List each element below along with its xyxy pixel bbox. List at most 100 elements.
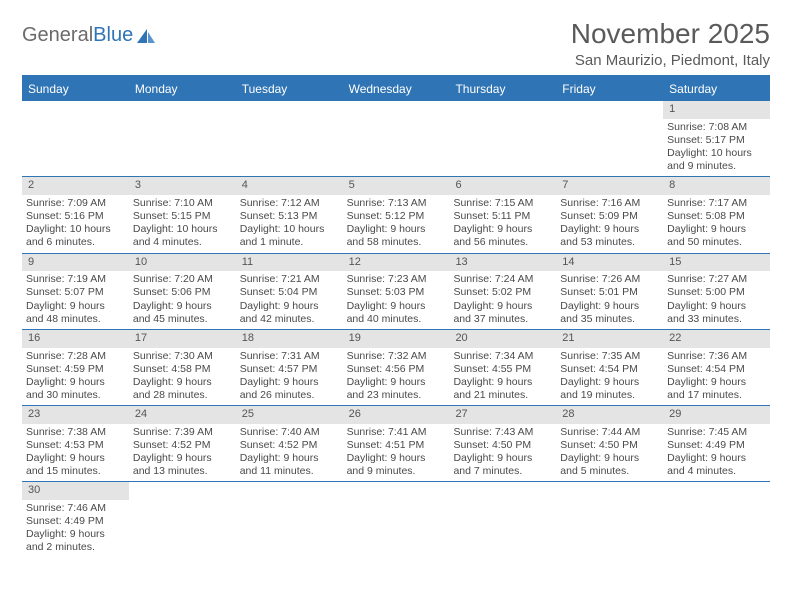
day-cell: 21Sunrise: 7:35 AMSunset: 4:54 PMDayligh… bbox=[556, 330, 663, 405]
week-row: 16Sunrise: 7:28 AMSunset: 4:59 PMDayligh… bbox=[22, 330, 770, 406]
day-cell: 7Sunrise: 7:16 AMSunset: 5:09 PMDaylight… bbox=[556, 177, 663, 252]
daylight-text: Daylight: 9 hours and 13 minutes. bbox=[133, 452, 232, 478]
sunset-text: Sunset: 4:58 PM bbox=[133, 363, 232, 376]
location: San Maurizio, Piedmont, Italy bbox=[571, 52, 770, 69]
day-number: 25 bbox=[236, 406, 343, 424]
day-cell: 15Sunrise: 7:27 AMSunset: 5:00 PMDayligh… bbox=[663, 254, 770, 329]
day-body: Sunrise: 7:13 AMSunset: 5:12 PMDaylight:… bbox=[347, 197, 446, 250]
day-cell: 30 Sunrise: 7:46 AMSunset: 4:49 PMDayligh… bbox=[22, 482, 129, 557]
sunrise-text: Sunrise: 7:13 AM bbox=[347, 197, 446, 210]
week-row: 30 Sunrise: 7:46 AMSunset: 4:49 PMDayligh… bbox=[22, 482, 770, 557]
daylight-text: Daylight: 9 hours and 58 minutes. bbox=[347, 223, 446, 249]
day-cell bbox=[449, 101, 556, 176]
day-cell: 28Sunrise: 7:44 AMSunset: 4:50 PMDayligh… bbox=[556, 406, 663, 481]
daylight-text: Daylight: 9 hours and 4 minutes. bbox=[667, 452, 766, 478]
sunset-text: Sunset: 5:16 PM bbox=[26, 210, 125, 223]
day-body: Sunrise: 7:45 AMSunset: 4:49 PMDaylight:… bbox=[667, 426, 766, 479]
sunset-text: Sunset: 4:52 PM bbox=[133, 439, 232, 452]
day-number: 3 bbox=[129, 177, 236, 195]
logo-gray-text: General bbox=[22, 24, 93, 47]
day-number: 14 bbox=[556, 254, 663, 272]
day-number: 20 bbox=[449, 330, 556, 348]
calendar: SundayMondayTuesdayWednesdayThursdayFrid… bbox=[22, 75, 770, 558]
day-cell: 13Sunrise: 7:24 AMSunset: 5:02 PMDayligh… bbox=[449, 254, 556, 329]
day-cell: 16Sunrise: 7:28 AMSunset: 4:59 PMDayligh… bbox=[22, 330, 129, 405]
sunrise-text: Sunrise: 7:46 AM bbox=[26, 502, 125, 515]
week-row: 23Sunrise: 7:38 AMSunset: 4:53 PMDayligh… bbox=[22, 406, 770, 482]
day-number: 12 bbox=[343, 254, 450, 272]
daylight-text: Daylight: 9 hours and 21 minutes. bbox=[453, 376, 552, 402]
sunrise-text: Sunrise: 7:26 AM bbox=[560, 273, 659, 286]
dow-cell: Wednesday bbox=[343, 77, 450, 101]
daylight-text: Daylight: 9 hours and 15 minutes. bbox=[26, 452, 125, 478]
day-number: 18 bbox=[236, 330, 343, 348]
day-number: 24 bbox=[129, 406, 236, 424]
sunset-text: Sunset: 5:04 PM bbox=[240, 286, 339, 299]
sunset-text: Sunset: 5:03 PM bbox=[347, 286, 446, 299]
day-cell: 18Sunrise: 7:31 AMSunset: 4:57 PMDayligh… bbox=[236, 330, 343, 405]
day-number: 15 bbox=[663, 254, 770, 272]
daylight-text: Daylight: 9 hours and 33 minutes. bbox=[667, 300, 766, 326]
sunrise-text: Sunrise: 7:30 AM bbox=[133, 350, 232, 363]
day-cell bbox=[22, 101, 129, 176]
day-cell bbox=[236, 482, 343, 557]
day-cell: 25Sunrise: 7:40 AMSunset: 4:52 PMDayligh… bbox=[236, 406, 343, 481]
sunrise-text: Sunrise: 7:35 AM bbox=[560, 350, 659, 363]
day-cell: 2 Sunrise: 7:09 AMSunset: 5:16 PMDaylight… bbox=[22, 177, 129, 252]
dow-cell: Friday bbox=[556, 77, 663, 101]
day-cell bbox=[663, 482, 770, 557]
day-cell: 8Sunrise: 7:17 AMSunset: 5:08 PMDaylight… bbox=[663, 177, 770, 252]
sunset-text: Sunset: 5:08 PM bbox=[667, 210, 766, 223]
sunset-text: Sunset: 4:52 PM bbox=[240, 439, 339, 452]
header: GeneralBlue November 2025 San Maurizio, … bbox=[22, 18, 770, 69]
sunset-text: Sunset: 4:57 PM bbox=[240, 363, 339, 376]
day-number: 13 bbox=[449, 254, 556, 272]
sunrise-text: Sunrise: 7:44 AM bbox=[560, 426, 659, 439]
dow-cell: Monday bbox=[129, 77, 236, 101]
day-number: 8 bbox=[663, 177, 770, 195]
day-body: Sunrise: 7:34 AMSunset: 4:55 PMDaylight:… bbox=[453, 350, 552, 403]
daylight-text: Daylight: 9 hours and 50 minutes. bbox=[667, 223, 766, 249]
sunrise-text: Sunrise: 7:31 AM bbox=[240, 350, 339, 363]
sunset-text: Sunset: 4:49 PM bbox=[667, 439, 766, 452]
day-cell: 14Sunrise: 7:26 AMSunset: 5:01 PMDayligh… bbox=[556, 254, 663, 329]
day-number: 10 bbox=[129, 254, 236, 272]
sunset-text: Sunset: 4:51 PM bbox=[347, 439, 446, 452]
sunset-text: Sunset: 5:11 PM bbox=[453, 210, 552, 223]
day-cell: 1Sunrise: 7:08 AMSunset: 5:17 PMDaylight… bbox=[663, 101, 770, 176]
dow-row: SundayMondayTuesdayWednesdayThursdayFrid… bbox=[22, 77, 770, 101]
day-body: Sunrise: 7:32 AMSunset: 4:56 PMDaylight:… bbox=[347, 350, 446, 403]
day-cell: 4Sunrise: 7:12 AMSunset: 5:13 PMDaylight… bbox=[236, 177, 343, 252]
week-row: 1Sunrise: 7:08 AMSunset: 5:17 PMDaylight… bbox=[22, 101, 770, 177]
day-body: Sunrise: 7:35 AMSunset: 4:54 PMDaylight:… bbox=[560, 350, 659, 403]
week-row: 9Sunrise: 7:19 AMSunset: 5:07 PMDaylight… bbox=[22, 254, 770, 330]
day-number: 2 bbox=[22, 177, 129, 195]
day-number: 30 bbox=[22, 482, 129, 500]
day-body: Sunrise: 7:09 AMSunset: 5:16 PMDaylight:… bbox=[26, 197, 125, 250]
day-body: Sunrise: 7:21 AMSunset: 5:04 PMDaylight:… bbox=[240, 273, 339, 326]
page-title: November 2025 bbox=[571, 18, 770, 50]
sunrise-text: Sunrise: 7:23 AM bbox=[347, 273, 446, 286]
day-body: Sunrise: 7:44 AMSunset: 4:50 PMDaylight:… bbox=[560, 426, 659, 479]
daylight-text: Daylight: 9 hours and 7 minutes. bbox=[453, 452, 552, 478]
sunset-text: Sunset: 4:49 PM bbox=[26, 515, 125, 528]
sunset-text: Sunset: 4:54 PM bbox=[560, 363, 659, 376]
logo: GeneralBlue bbox=[22, 18, 157, 47]
logo-blue-text: Blue bbox=[93, 24, 133, 47]
day-cell bbox=[556, 101, 663, 176]
daylight-text: Daylight: 9 hours and 45 minutes. bbox=[133, 300, 232, 326]
day-cell bbox=[343, 101, 450, 176]
daylight-text: Daylight: 9 hours and 2 minutes. bbox=[26, 528, 125, 554]
day-number: 16 bbox=[22, 330, 129, 348]
sunrise-text: Sunrise: 7:40 AM bbox=[240, 426, 339, 439]
day-number: 19 bbox=[343, 330, 450, 348]
day-cell: 5Sunrise: 7:13 AMSunset: 5:12 PMDaylight… bbox=[343, 177, 450, 252]
day-number: 27 bbox=[449, 406, 556, 424]
daylight-text: Daylight: 9 hours and 5 minutes. bbox=[560, 452, 659, 478]
daylight-text: Daylight: 9 hours and 23 minutes. bbox=[347, 376, 446, 402]
sunset-text: Sunset: 5:02 PM bbox=[453, 286, 552, 299]
day-number: 6 bbox=[449, 177, 556, 195]
sunrise-text: Sunrise: 7:19 AM bbox=[26, 273, 125, 286]
sunrise-text: Sunrise: 7:20 AM bbox=[133, 273, 232, 286]
day-cell: 6Sunrise: 7:15 AMSunset: 5:11 PMDaylight… bbox=[449, 177, 556, 252]
